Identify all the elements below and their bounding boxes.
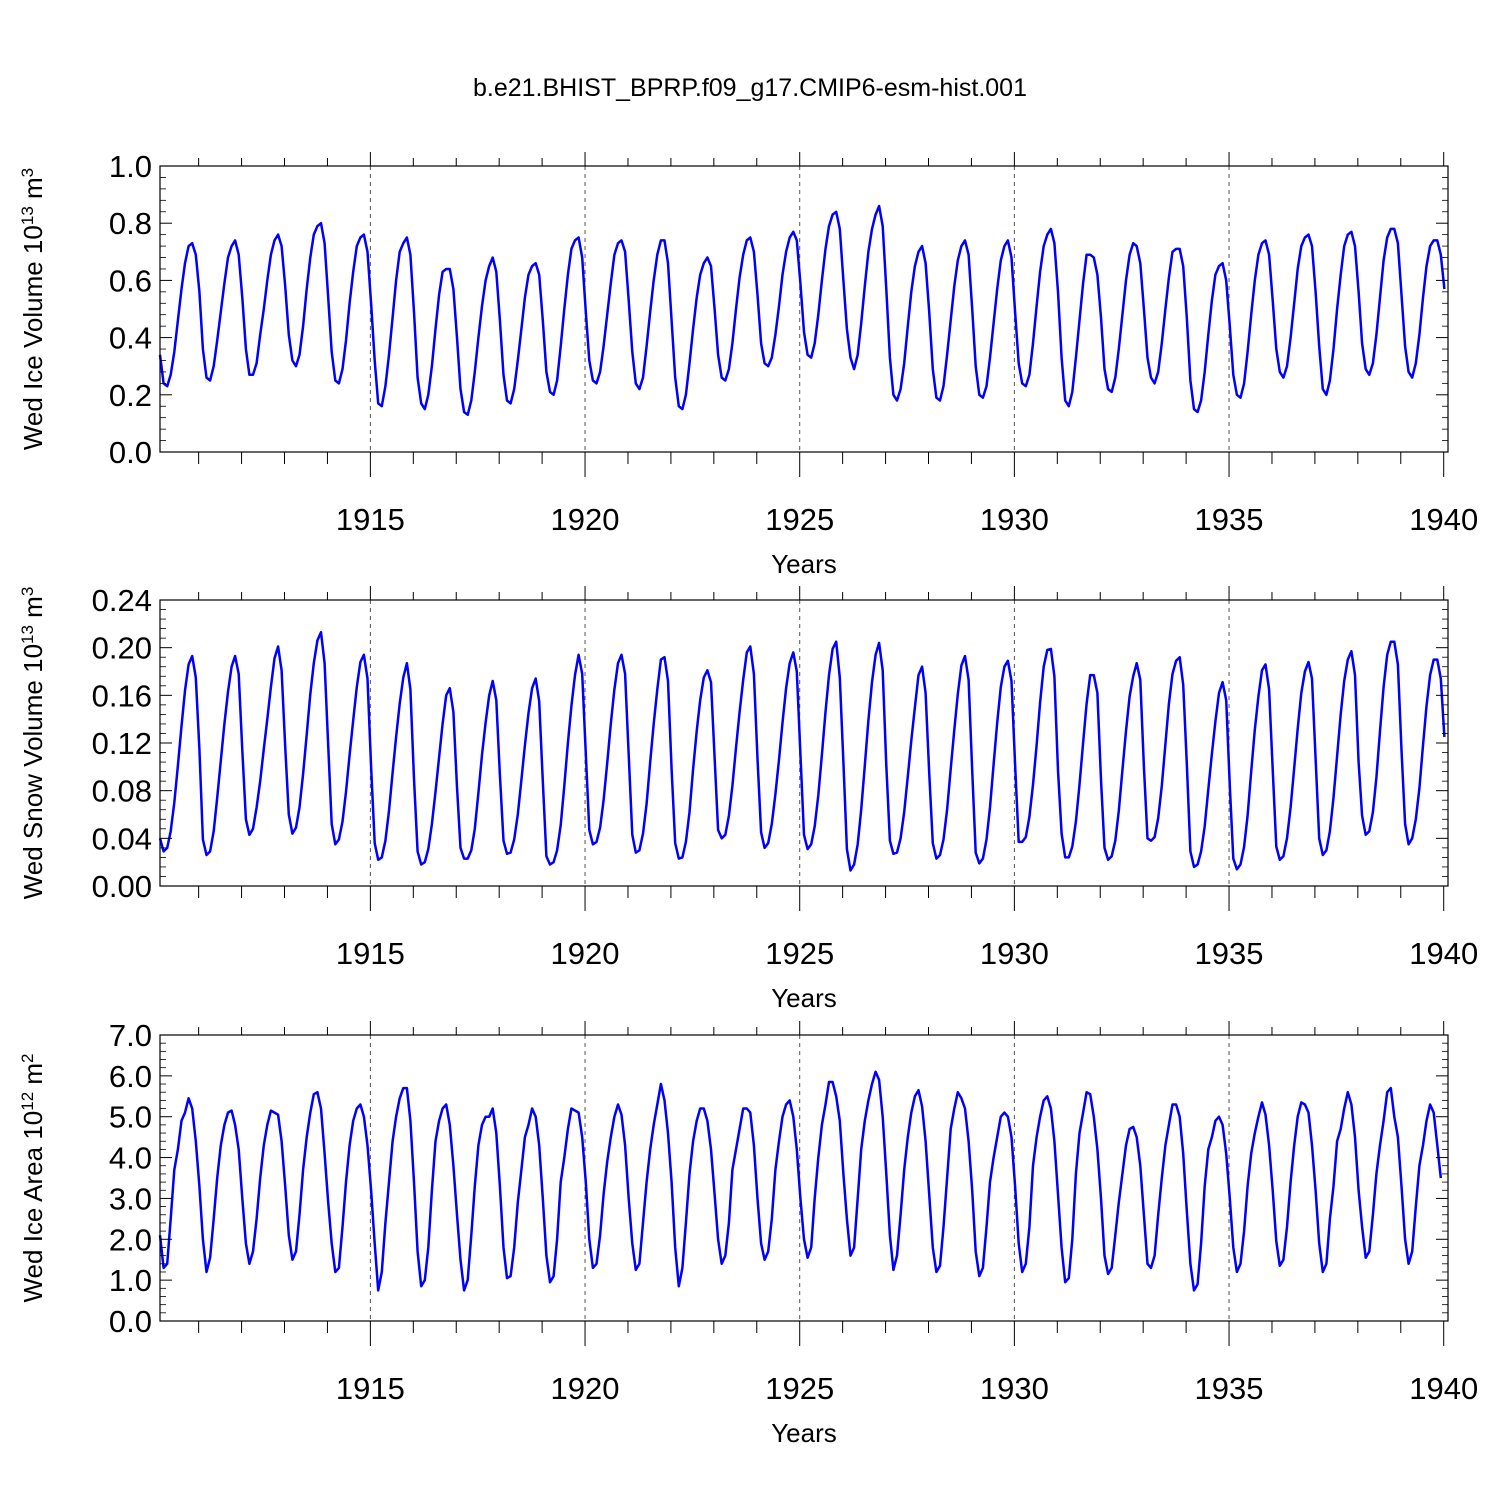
y-tick-label: 0.0 (109, 1304, 152, 1339)
x-tick-label: 1920 (551, 936, 620, 971)
y-tick-label: 0.0 (109, 435, 152, 470)
y-tick-label: 0.8 (109, 206, 152, 241)
y-tick-label: 1.0 (109, 1263, 152, 1298)
y-axis-title: Wed Ice Volume 1013 m3 (18, 168, 49, 450)
x-axis-title: Years (771, 983, 837, 1013)
y-axis-title: Wed Ice Area 1012 m2 (18, 1053, 49, 1302)
y-tick-label: 0.4 (109, 321, 152, 356)
y-axis-title: Wed Snow Volume 1013 m3 (18, 587, 49, 900)
panel-ice-area: 0.0 1.0 2.0 3.0 4.0 5.0 6.0 7.0 1915 1920 1925 1930… (18, 1018, 1479, 1448)
plot-frame (159, 1034, 1449, 1322)
y-tick-label: 5.0 (109, 1100, 152, 1135)
x-tick-label: 1920 (551, 1371, 620, 1406)
x-tick-label: 1915 (336, 936, 405, 971)
series-line (158, 630, 1446, 872)
x-axis-title: Years (771, 549, 837, 579)
x-axis-title: Years (771, 1418, 837, 1448)
y-tick-label: 0.00 (92, 869, 152, 904)
x-tick-label: 1925 (765, 1371, 834, 1406)
y-tick-label: 0.12 (92, 726, 152, 761)
x-tick-label: 1935 (1195, 502, 1264, 537)
y-tick-label: 0.2 (109, 378, 152, 413)
x-tick-label: 1935 (1195, 1371, 1264, 1406)
x-tick-label: 1920 (551, 502, 620, 537)
x-tick-label: 1925 (765, 936, 834, 971)
panel-snow-volume: 0.00 0.04 0.08 0.12 0.16 0.20 0.24 1915 1920 1925… (18, 583, 1479, 1013)
x-tick-label: 1930 (980, 1371, 1049, 1406)
plot-frame (159, 165, 1449, 453)
x-tick-label: 1930 (980, 936, 1049, 971)
y-tick-label: 3.0 (109, 1181, 152, 1216)
panel-ice-volume: 0.0 0.2 0.4 0.6 0.8 1.0 1915 1920 1925 1930 1935 19… (18, 149, 1479, 579)
series-line (158, 1070, 1443, 1292)
y-tick-label: 0.04 (92, 821, 152, 856)
x-tick-label: 1915 (336, 1371, 405, 1406)
series-line (158, 204, 1446, 417)
y-tick-label: 2.0 (109, 1222, 152, 1257)
y-tick-label: 6.0 (109, 1059, 152, 1094)
x-tick-label: 1940 (1409, 502, 1478, 537)
x-tick-label: 1935 (1195, 936, 1264, 971)
figure-title: b.e21.BHIST_BPRP.f09_g17.CMIP6-esm-hist.… (473, 74, 1027, 102)
x-tick-label: 1940 (1409, 1371, 1478, 1406)
x-tick-label: 1915 (336, 502, 405, 537)
y-tick-label: 0.6 (109, 263, 152, 298)
x-tick-label: 1930 (980, 502, 1049, 537)
y-tick-label: 1.0 (109, 149, 152, 184)
y-tick-label: 0.08 (92, 774, 152, 809)
y-tick-label: 0.20 (92, 631, 152, 666)
x-tick-label: 1940 (1409, 936, 1478, 971)
y-tick-label: 7.0 (109, 1018, 152, 1053)
y-tick-label: 0.24 (92, 583, 152, 618)
y-tick-label: 4.0 (109, 1141, 152, 1176)
y-tick-label: 0.16 (92, 678, 152, 713)
x-tick-label: 1925 (765, 502, 834, 537)
